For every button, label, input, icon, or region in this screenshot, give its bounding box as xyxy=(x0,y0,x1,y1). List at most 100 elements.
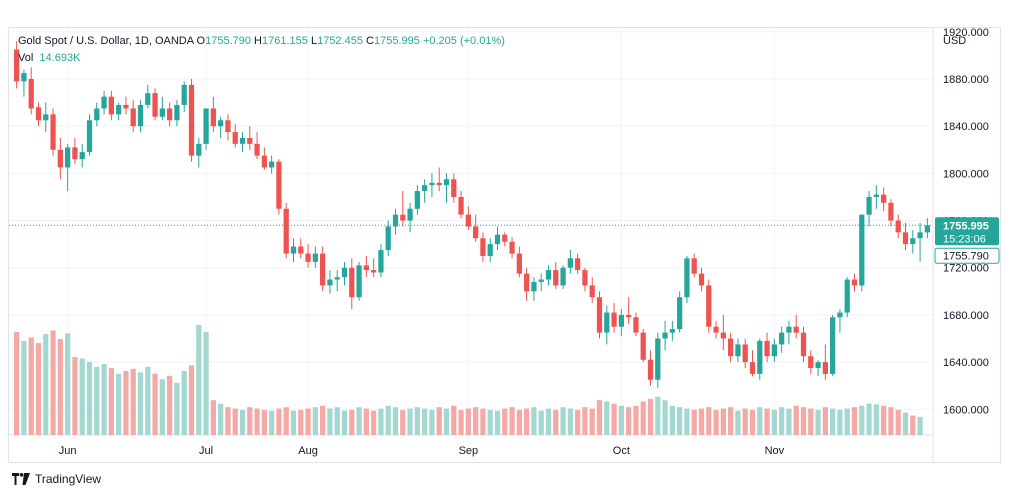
candle-body xyxy=(341,267,348,278)
volume-bar xyxy=(618,405,624,435)
volume-bar xyxy=(341,410,348,435)
candle-body xyxy=(298,246,304,254)
volume-bar xyxy=(516,409,522,435)
time-tick-label: Jul xyxy=(199,445,213,457)
last-price-badge xyxy=(935,217,999,246)
volume-bar xyxy=(553,409,559,435)
price-tick-label: 1800.000 xyxy=(943,168,989,180)
candle-body xyxy=(334,277,340,280)
candle-body xyxy=(116,104,122,115)
candle-body xyxy=(866,196,872,215)
candle-body xyxy=(188,84,195,156)
volume-bar xyxy=(859,405,865,435)
candle-body xyxy=(371,270,377,273)
candle-body xyxy=(239,137,246,144)
volume-bar xyxy=(254,408,260,435)
volume-bar xyxy=(312,407,318,435)
prev-close-value: 1755.790 xyxy=(943,250,989,262)
volume-bar xyxy=(742,408,748,435)
candle-body xyxy=(837,312,843,318)
volume-bar xyxy=(815,409,821,435)
candle-body xyxy=(429,182,435,186)
time-tick-label: Sep xyxy=(459,445,479,457)
candle-body xyxy=(65,147,71,168)
candle-body xyxy=(28,78,34,109)
volume-bar xyxy=(72,357,78,435)
candle-body xyxy=(764,340,770,357)
volume-bar xyxy=(881,405,887,435)
candle-body xyxy=(480,238,486,256)
candle-body xyxy=(771,344,777,357)
volume-bar xyxy=(349,409,355,435)
volume-bar xyxy=(57,338,63,435)
volume-bar xyxy=(480,408,486,435)
candle-body xyxy=(218,120,224,127)
volume-bar xyxy=(582,407,588,435)
candle-body xyxy=(516,253,522,274)
volume-bar xyxy=(771,409,777,435)
candle-body xyxy=(86,120,93,153)
volume-bar xyxy=(917,416,923,435)
symbol-title[interactable]: Gold Spot / U.S. Dollar, 1D, OANDA xyxy=(18,35,194,47)
volume-bar xyxy=(392,407,399,435)
volume-bar xyxy=(691,409,697,435)
candle-body xyxy=(786,326,792,333)
candle-body xyxy=(757,340,763,374)
footer: TradingView xyxy=(12,472,101,486)
volume-bar xyxy=(43,334,49,435)
candle-body xyxy=(203,108,209,144)
volume-bar xyxy=(196,325,202,435)
volume-bar xyxy=(677,407,683,435)
volume-bar xyxy=(137,372,144,435)
candlestick-chart[interactable]: 1920.0001880.0001840.0001800.0001760.000… xyxy=(0,0,1012,470)
brand-name[interactable]: TradingView xyxy=(35,472,102,486)
ohlc-legend: Gold Spot / U.S. Dollar, 1D, OANDA O1755… xyxy=(18,35,505,47)
candle-body xyxy=(14,49,20,82)
volume-bar xyxy=(181,370,187,435)
candle-body xyxy=(844,279,850,313)
candle-body xyxy=(779,332,785,345)
volume-bar xyxy=(538,410,544,435)
candle-body xyxy=(582,270,588,286)
candle-body xyxy=(924,225,930,233)
candle-body xyxy=(567,258,573,268)
candle-body xyxy=(167,108,173,121)
candle-body xyxy=(626,314,632,318)
candle-body xyxy=(531,281,537,292)
candle-body xyxy=(669,329,675,333)
candle-body xyxy=(633,317,639,333)
volume-bar xyxy=(749,409,756,435)
volume-bar xyxy=(414,407,420,435)
candle-body xyxy=(123,104,129,109)
volume-bar xyxy=(407,408,413,435)
candle-body xyxy=(800,332,807,357)
candle-body xyxy=(524,273,530,292)
volume-bar xyxy=(159,379,165,435)
candle-body xyxy=(210,108,216,127)
close-label: C xyxy=(366,35,374,47)
volume-bar xyxy=(116,373,122,435)
candle-body xyxy=(538,279,544,282)
candle-body xyxy=(327,279,333,286)
candle-body xyxy=(422,185,428,192)
price-tick-label: 1720.000 xyxy=(943,263,989,275)
volume-bar xyxy=(575,409,581,435)
volume-bar xyxy=(152,373,158,435)
volume-bar xyxy=(283,407,289,435)
candle-body xyxy=(509,241,515,254)
price-tick-label: 1880.000 xyxy=(943,74,989,86)
low-label: L xyxy=(310,35,318,47)
time-tick-label: Aug xyxy=(298,445,318,457)
volume-bar xyxy=(14,331,20,435)
candle-body xyxy=(57,149,63,168)
volume-bar xyxy=(101,363,107,435)
volume-bar xyxy=(203,331,209,435)
candle-body xyxy=(618,314,624,327)
volume-bar xyxy=(28,337,34,435)
volume-bar xyxy=(647,398,654,435)
volume-bar xyxy=(626,407,632,435)
volume-bar xyxy=(669,405,675,435)
time-tick-label: Jun xyxy=(59,445,77,457)
candle-body xyxy=(677,297,683,330)
price-tick-label: 1600.000 xyxy=(943,404,989,416)
